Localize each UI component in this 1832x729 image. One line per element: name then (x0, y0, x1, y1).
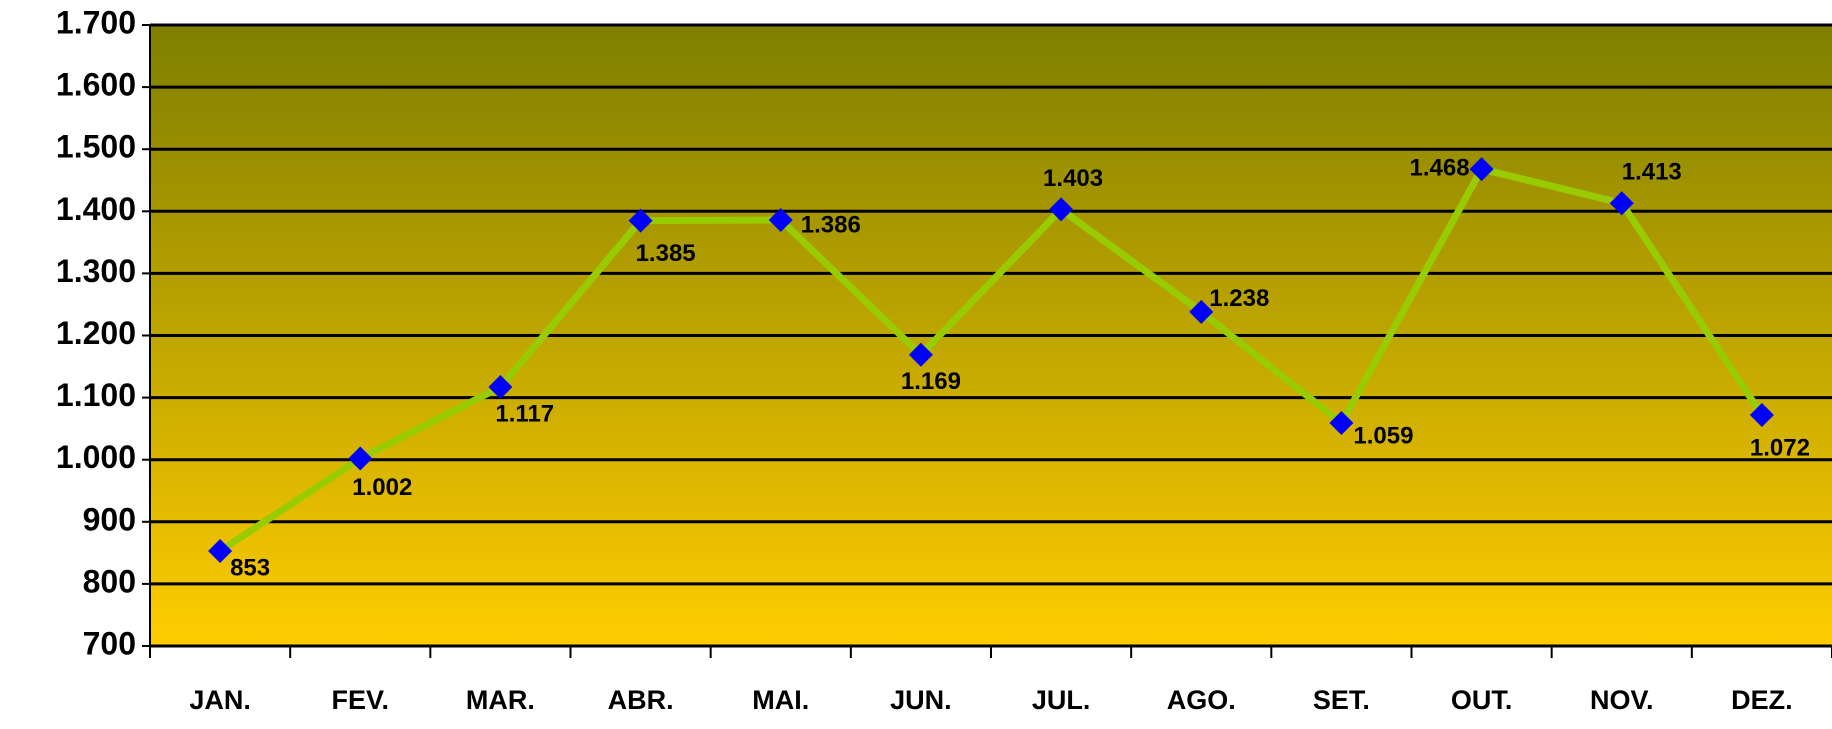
marker (1049, 197, 1074, 222)
x-tick-label: JUN. (890, 685, 952, 715)
x-tick-label: FEV. (331, 685, 389, 715)
y-tick-label: 1.600 (56, 67, 136, 103)
marker (1469, 157, 1494, 182)
marker (348, 446, 373, 471)
marker (208, 538, 233, 563)
marker (908, 342, 933, 367)
y-tick-label: 1.500 (56, 129, 136, 165)
data-label: 1.413 (1622, 159, 1682, 186)
data-label: 1.002 (352, 474, 412, 501)
x-tick-label: JUL. (1032, 685, 1091, 715)
data-label: 1.385 (636, 240, 696, 267)
x-tick-label: NOV. (1590, 685, 1654, 715)
x-tick-label: OUT. (1451, 685, 1513, 715)
y-tick-label: 900 (83, 501, 136, 537)
x-tick-label: JAN. (189, 685, 251, 715)
x-tick-label: SET. (1313, 685, 1370, 715)
marker (628, 208, 653, 233)
marker (1189, 299, 1214, 324)
data-label: 1.169 (901, 368, 961, 395)
marker (488, 375, 513, 400)
y-tick-label: 1.700 (56, 4, 136, 40)
y-tick-label: 800 (83, 563, 136, 599)
data-label: 1.403 (1043, 165, 1103, 192)
x-tick-label: MAR. (466, 685, 535, 715)
marker (1329, 411, 1354, 436)
y-tick-label: 1.100 (56, 377, 136, 413)
data-label: 1.059 (1353, 422, 1413, 449)
x-tick-label: ABR. (608, 685, 674, 715)
marker (1609, 191, 1634, 216)
data-label: 1.238 (1209, 285, 1269, 312)
marker (768, 207, 793, 232)
y-tick-label: 700 (83, 625, 136, 661)
data-label: 853 (230, 554, 270, 581)
data-label: 1.468 (1410, 154, 1470, 181)
marker (1749, 402, 1774, 427)
y-tick-label: 1.000 (56, 439, 136, 475)
data-label: 1.117 (495, 400, 554, 427)
y-tick-label: 1.400 (56, 191, 136, 227)
x-tick-label: AGO. (1167, 685, 1236, 715)
x-tick-label: DEZ. (1731, 685, 1793, 715)
y-tick-label: 1.300 (56, 253, 136, 289)
y-tick-label: 1.200 (56, 315, 136, 351)
x-tick-label: MAI. (752, 685, 809, 715)
data-label: 1.072 (1750, 434, 1810, 461)
series-line (218, 165, 1765, 554)
data-label: 1.386 (801, 211, 861, 238)
